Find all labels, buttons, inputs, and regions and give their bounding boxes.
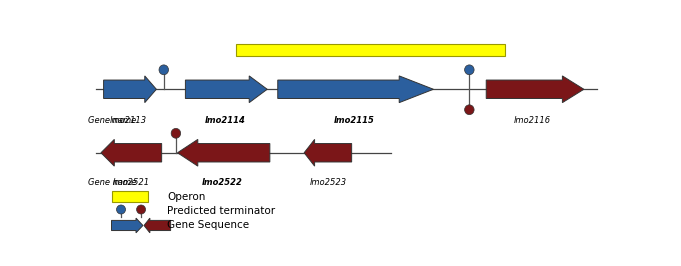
Text: lmo2114: lmo2114: [204, 116, 245, 125]
Text: lmo2115: lmo2115: [334, 116, 375, 125]
Polygon shape: [178, 139, 270, 166]
Polygon shape: [112, 218, 143, 233]
Polygon shape: [185, 76, 267, 103]
Polygon shape: [104, 76, 157, 103]
Bar: [236, 44, 505, 56]
Text: lmo2113: lmo2113: [110, 116, 147, 125]
Text: Operon: Operon: [167, 192, 205, 202]
Ellipse shape: [171, 128, 180, 138]
Ellipse shape: [464, 105, 474, 115]
Text: Gene name: Gene name: [88, 116, 136, 125]
Text: lmo2521: lmo2521: [112, 178, 150, 187]
Text: lmo2116: lmo2116: [514, 116, 551, 125]
Ellipse shape: [159, 65, 168, 75]
Bar: [112, 191, 148, 202]
Polygon shape: [486, 76, 584, 103]
Text: Gene Sequence: Gene Sequence: [167, 221, 249, 230]
Polygon shape: [304, 139, 351, 166]
Text: lmo2522: lmo2522: [202, 178, 243, 187]
Ellipse shape: [464, 65, 474, 75]
Polygon shape: [144, 218, 171, 233]
Ellipse shape: [116, 205, 125, 214]
Text: lmo2523: lmo2523: [309, 178, 347, 187]
Polygon shape: [101, 139, 161, 166]
Text: Gene name: Gene name: [88, 178, 136, 187]
Polygon shape: [278, 76, 433, 103]
Ellipse shape: [137, 205, 146, 214]
Text: Predicted terminator: Predicted terminator: [167, 206, 275, 216]
